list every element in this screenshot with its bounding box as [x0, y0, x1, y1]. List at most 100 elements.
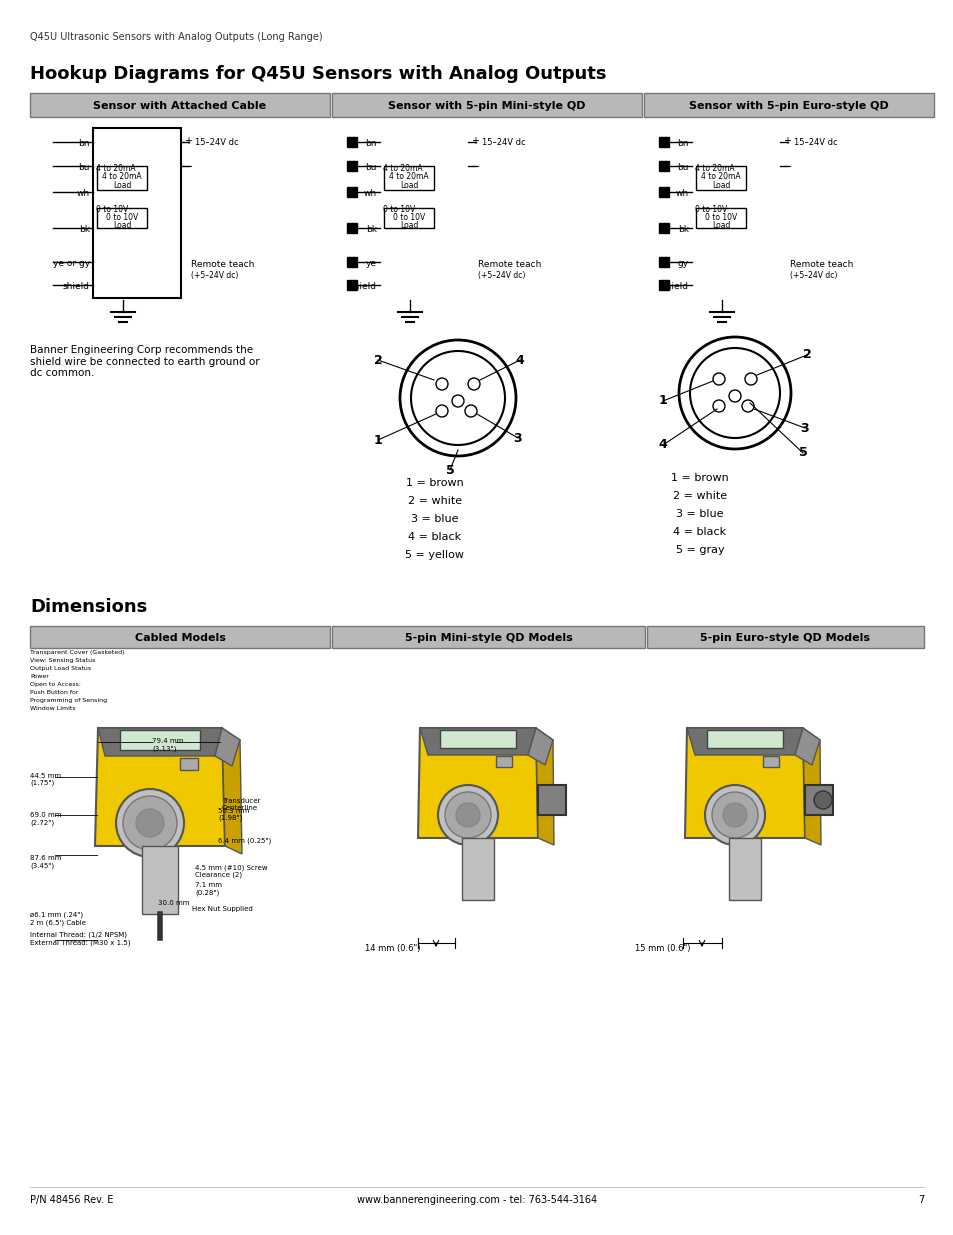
Text: Load: Load — [711, 221, 729, 230]
Text: bn: bn — [78, 138, 90, 147]
Text: 4: 4 — [515, 353, 524, 367]
Text: 87.6 mm: 87.6 mm — [30, 855, 61, 861]
Text: 4 = black: 4 = black — [673, 527, 726, 537]
Circle shape — [468, 378, 479, 390]
Text: 79.4 mm: 79.4 mm — [152, 739, 183, 743]
Bar — [180, 758, 198, 769]
Circle shape — [123, 797, 177, 850]
Text: bu: bu — [78, 163, 90, 172]
Text: 4: 4 — [658, 438, 667, 452]
Text: 2: 2 — [374, 353, 382, 367]
Text: 0 to 10V: 0 to 10V — [382, 205, 415, 214]
Polygon shape — [794, 727, 820, 764]
Text: 2 m (6.5') Cable: 2 m (6.5') Cable — [30, 920, 86, 926]
Polygon shape — [419, 727, 536, 755]
Text: +: + — [184, 136, 192, 146]
Text: 15–24V dc: 15–24V dc — [481, 138, 525, 147]
Text: 2: 2 — [801, 348, 810, 362]
Text: 4 to 20mA: 4 to 20mA — [389, 172, 428, 182]
Polygon shape — [95, 727, 225, 846]
Text: (3.13"): (3.13") — [152, 746, 176, 752]
Text: 4 to 20mA: 4 to 20mA — [700, 172, 740, 182]
Text: 1 = brown: 1 = brown — [670, 473, 728, 483]
Text: Remote teach: Remote teach — [191, 261, 254, 269]
Text: Transducer: Transducer — [222, 798, 260, 804]
Bar — [347, 257, 356, 267]
Text: 4 = black: 4 = black — [408, 532, 461, 542]
Bar — [461, 839, 494, 900]
Text: 0 to 10V: 0 to 10V — [695, 205, 726, 214]
Text: (0.28"): (0.28") — [194, 890, 219, 897]
Text: 44.5 mm: 44.5 mm — [30, 773, 61, 779]
Bar — [706, 730, 782, 748]
Text: 5 = yellow: 5 = yellow — [405, 550, 464, 559]
Bar — [804, 785, 832, 815]
Circle shape — [464, 405, 476, 417]
Circle shape — [679, 337, 790, 450]
Bar — [659, 224, 668, 233]
Text: Power: Power — [30, 674, 49, 679]
Bar — [347, 224, 356, 233]
Text: Clearance (2): Clearance (2) — [194, 872, 242, 878]
Circle shape — [712, 373, 724, 385]
Text: ø6.1 mm (.24"): ø6.1 mm (.24") — [30, 911, 83, 919]
Text: bk: bk — [678, 225, 688, 233]
Text: (+5–24V dc): (+5–24V dc) — [789, 270, 837, 280]
Text: ye: ye — [366, 258, 376, 268]
Text: www.bannerengineering.com - tel: 763-544-3164: www.bannerengineering.com - tel: 763-544… — [356, 1195, 597, 1205]
Bar — [347, 186, 356, 198]
Text: Load: Load — [112, 221, 132, 230]
Text: Sensor with 5-pin Euro-style QD: Sensor with 5-pin Euro-style QD — [688, 101, 888, 111]
Circle shape — [456, 803, 479, 827]
Circle shape — [452, 395, 463, 408]
Text: Load: Load — [399, 221, 417, 230]
Circle shape — [722, 803, 746, 827]
Text: bu: bu — [365, 163, 376, 172]
Polygon shape — [684, 727, 804, 839]
Bar — [384, 207, 434, 228]
Bar — [659, 257, 668, 267]
Text: Open to Access:: Open to Access: — [30, 682, 81, 687]
Text: 7: 7 — [917, 1195, 923, 1205]
Text: Sensor with Attached Cable: Sensor with Attached Cable — [93, 101, 266, 111]
Text: 2 = white: 2 = white — [408, 496, 461, 506]
Text: bn: bn — [365, 138, 376, 147]
Text: 1: 1 — [658, 394, 667, 408]
Polygon shape — [686, 727, 802, 755]
Text: 4 to 20mA: 4 to 20mA — [695, 164, 734, 173]
Text: wh: wh — [363, 189, 376, 198]
Text: Centerline: Centerline — [222, 805, 258, 811]
Text: 15 mm (0.6"): 15 mm (0.6") — [635, 944, 690, 953]
Text: 15–24V dc: 15–24V dc — [194, 138, 238, 147]
Bar — [496, 756, 512, 767]
Bar — [643, 93, 933, 117]
Text: bu: bu — [677, 163, 688, 172]
Bar — [696, 165, 745, 190]
Text: Internal Thread: (1/2 NPSM): Internal Thread: (1/2 NPSM) — [30, 932, 127, 939]
Text: (1.98"): (1.98") — [218, 815, 242, 821]
Circle shape — [689, 348, 780, 438]
Text: (+5–24V dc): (+5–24V dc) — [191, 270, 238, 280]
Text: 4.5 mm (#10) Screw: 4.5 mm (#10) Screw — [194, 864, 268, 872]
Text: ye or gy: ye or gy — [52, 258, 90, 268]
Polygon shape — [214, 727, 240, 766]
Text: 69.0 mm: 69.0 mm — [30, 811, 61, 818]
Text: 7.1 mm: 7.1 mm — [194, 882, 222, 888]
Text: 6.4 mm (0.25"): 6.4 mm (0.25") — [218, 839, 271, 845]
Circle shape — [436, 378, 448, 390]
Polygon shape — [417, 727, 537, 839]
Text: P/N 48456 Rev. E: P/N 48456 Rev. E — [30, 1195, 113, 1205]
Text: 30.0 mm: 30.0 mm — [158, 900, 190, 906]
Text: shield: shield — [350, 282, 376, 290]
Bar — [347, 280, 356, 290]
Circle shape — [436, 405, 448, 417]
Text: 5: 5 — [445, 463, 454, 477]
Text: Load: Load — [112, 182, 132, 190]
Text: 0 to 10V: 0 to 10V — [393, 212, 425, 222]
Circle shape — [411, 351, 504, 445]
Text: Remote teach: Remote teach — [789, 261, 853, 269]
Text: Window Limits: Window Limits — [30, 706, 75, 711]
Polygon shape — [222, 727, 242, 853]
Text: External Thread: (M30 x 1.5): External Thread: (M30 x 1.5) — [30, 940, 131, 946]
Bar — [696, 207, 745, 228]
